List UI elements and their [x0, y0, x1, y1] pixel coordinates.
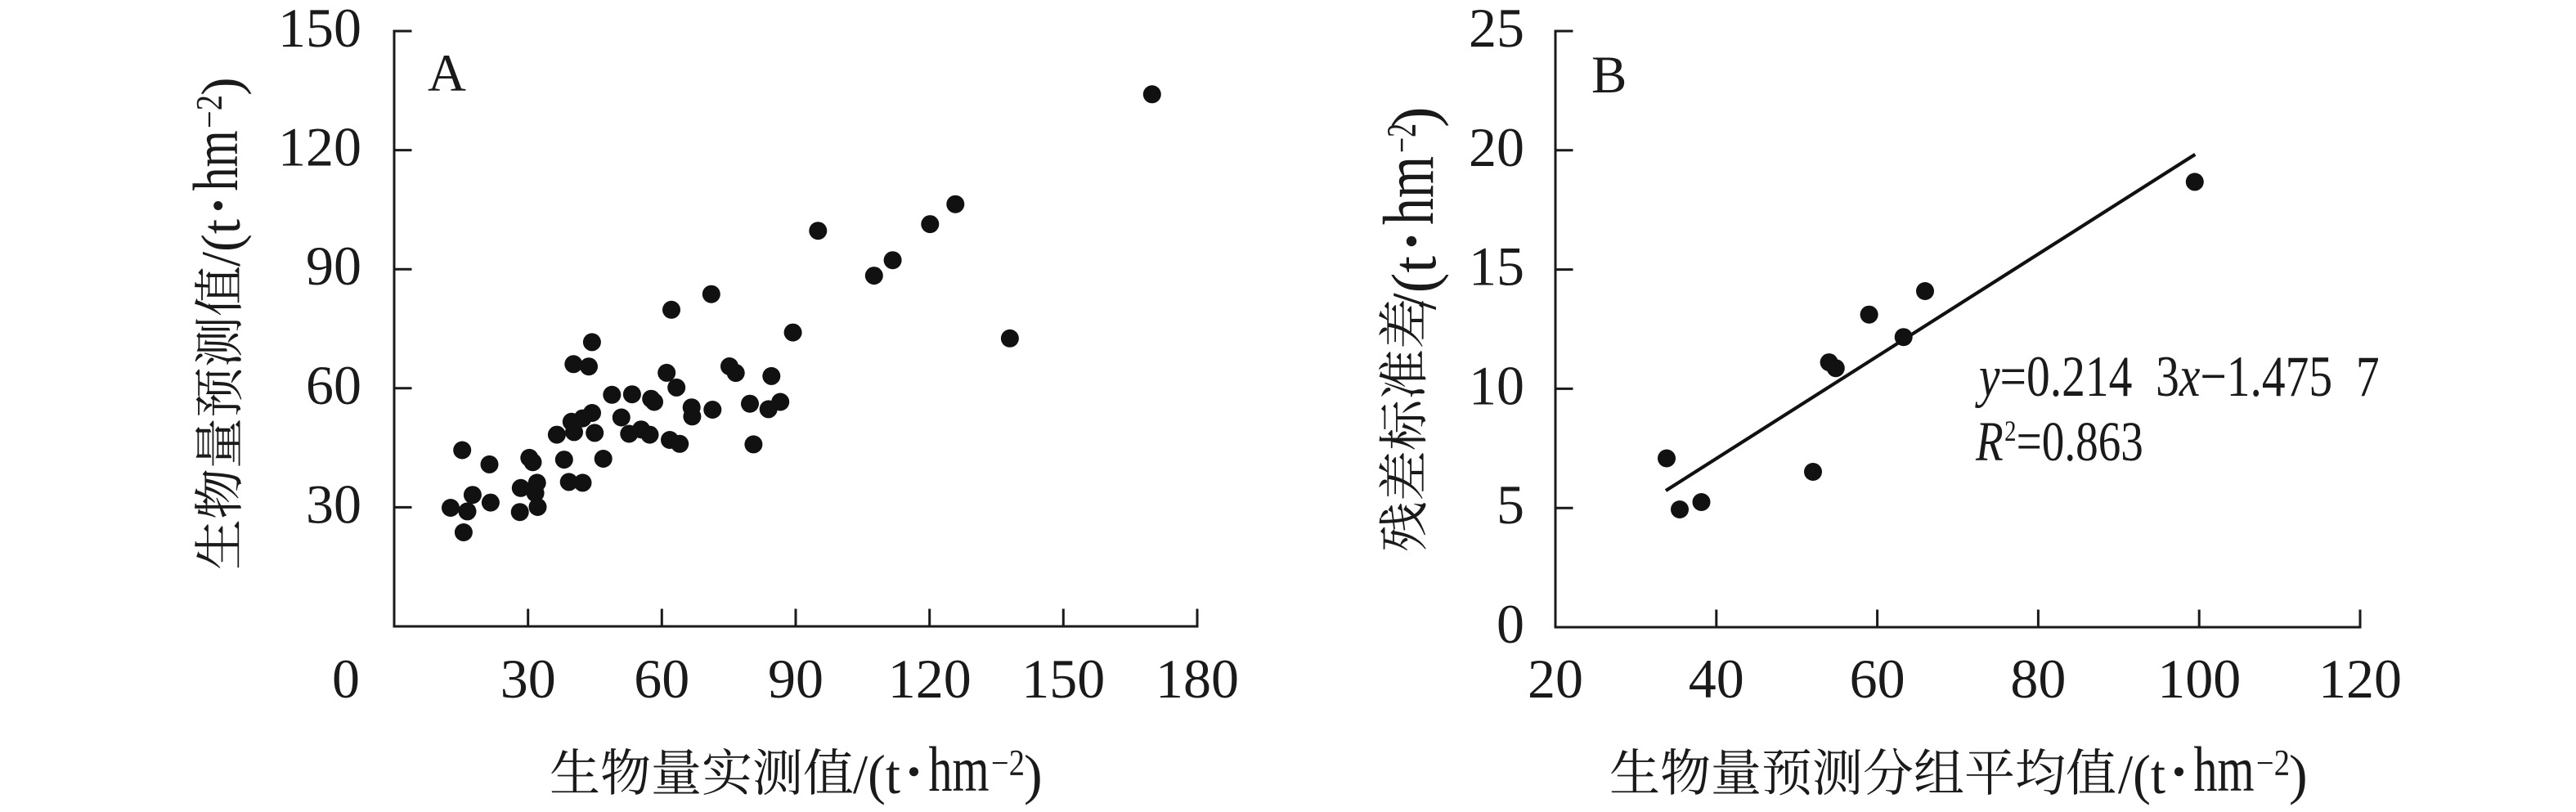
- svg-text:hm: hm: [1370, 156, 1449, 225]
- svg-text:120: 120: [2318, 648, 2402, 710]
- svg-text:): ): [1379, 106, 1449, 128]
- svg-text:/(t: /(t: [190, 219, 252, 267]
- svg-text:hm: hm: [2194, 733, 2255, 805]
- svg-text:=0.863: =0.863: [2017, 410, 2143, 473]
- svg-text:180: 180: [1156, 648, 1239, 710]
- svg-text:/(t: /(t: [1379, 256, 1449, 310]
- svg-text:150: 150: [278, 0, 361, 59]
- svg-text:): ): [1024, 743, 1043, 805]
- svg-text:120: 120: [888, 648, 972, 710]
- svg-text:40: 40: [1689, 648, 1744, 710]
- svg-text:/(t: /(t: [853, 743, 900, 805]
- svg-text:20: 20: [1528, 648, 1583, 710]
- svg-text:90: 90: [768, 648, 824, 710]
- svg-text:): ): [190, 77, 252, 96]
- svg-text:60: 60: [306, 354, 361, 416]
- svg-text:hm: hm: [929, 733, 990, 805]
- svg-text:25: 25: [1469, 0, 1524, 59]
- svg-text:hm: hm: [180, 131, 251, 191]
- svg-text:−2: −2: [991, 742, 1025, 783]
- svg-text:100: 100: [2157, 648, 2241, 710]
- svg-text:2: 2: [2004, 415, 2016, 448]
- svg-text:A: A: [428, 44, 466, 103]
- svg-text:10: 10: [1469, 354, 1524, 416]
- svg-text:30: 30: [306, 473, 361, 535]
- svg-text:60: 60: [1850, 648, 1905, 710]
- svg-text:B: B: [1591, 46, 1627, 105]
- svg-text:20: 20: [1469, 116, 1524, 178]
- svg-text:30: 30: [500, 648, 556, 710]
- svg-text:90: 90: [306, 235, 361, 297]
- svg-text:/(t: /(t: [2118, 743, 2165, 805]
- svg-text:150: 150: [1021, 648, 1105, 710]
- svg-text:−2: −2: [2256, 742, 2290, 783]
- svg-text:): ): [2289, 743, 2308, 805]
- svg-text:80: 80: [2010, 648, 2066, 710]
- svg-text:−2: −2: [189, 95, 230, 128]
- svg-text:−2: −2: [1380, 123, 1425, 153]
- svg-text:15: 15: [1469, 236, 1524, 298]
- svg-text:0: 0: [1497, 593, 1524, 655]
- svg-text:5: 5: [1497, 473, 1524, 536]
- svg-text:60: 60: [634, 648, 689, 710]
- svg-text:120: 120: [278, 116, 361, 178]
- svg-text:y=0.214 3x−1.475 7: y=0.214 3x−1.475 7: [1975, 343, 2380, 408]
- svg-text:R: R: [1975, 410, 2004, 473]
- svg-text:0: 0: [332, 648, 360, 710]
